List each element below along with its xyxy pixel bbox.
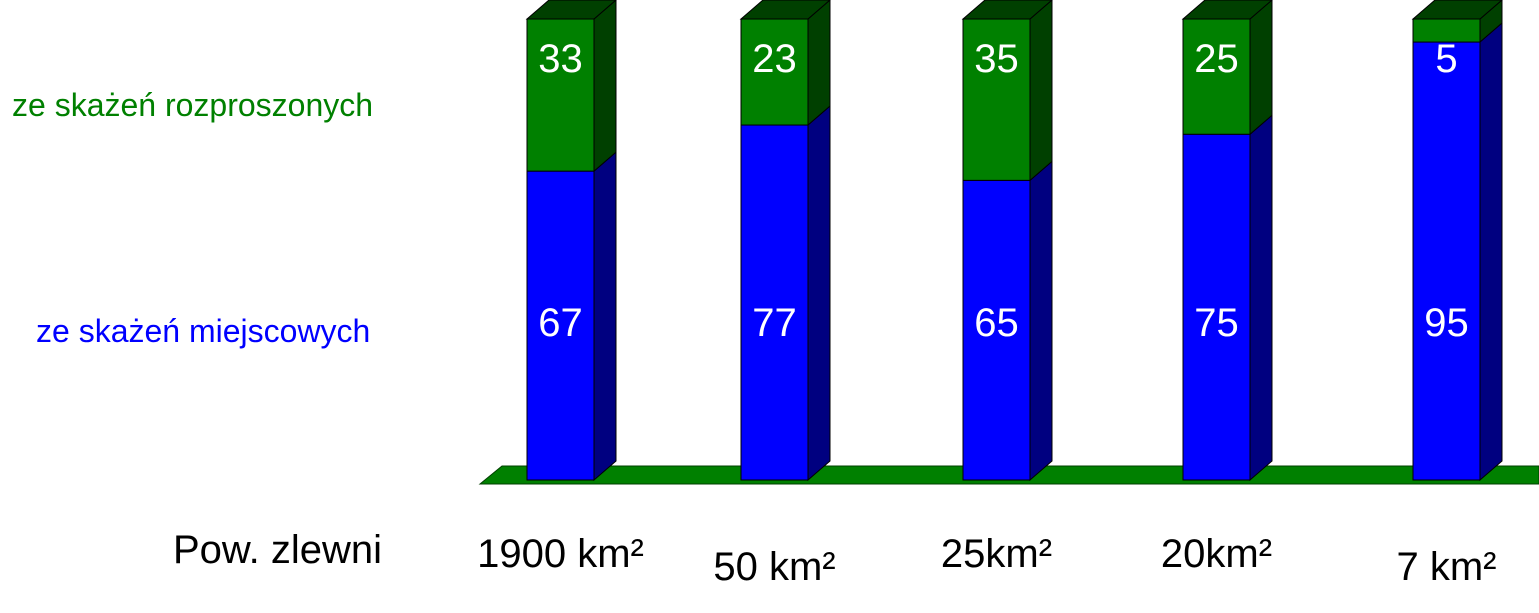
bar-segment [526, 151, 617, 482]
data-label: 95 [1424, 301, 1469, 345]
data-label: 35 [974, 37, 1019, 81]
bar-side [1479, 21, 1503, 482]
data-label: 75 [1194, 301, 1239, 345]
value-labels-group: 67 33 77 23 65 35 75 25 95 5 [538, 37, 1469, 345]
bar-side [1249, 114, 1273, 482]
bar-side [807, 104, 831, 482]
bar-segment [525, 0, 617, 173]
legend-label-miejscowych: ze skażeń miejscowych [36, 313, 371, 349]
bar-front [740, 18, 809, 126]
bar-segment [1412, 21, 1503, 482]
bar-front [740, 124, 809, 481]
bar-front [1182, 133, 1251, 481]
category-label: 50 km² [713, 545, 836, 589]
data-label: 23 [752, 37, 797, 81]
bar-front [962, 179, 1031, 481]
bar-side [1029, 160, 1053, 482]
category-label: 1900 km² [477, 532, 644, 576]
bar-front [1182, 18, 1251, 135]
bar-front [526, 170, 595, 481]
data-label: 25 [1194, 37, 1239, 81]
data-label: 5 [1435, 37, 1457, 81]
bar-side [807, 0, 831, 127]
bar-segment [1182, 114, 1273, 482]
category-label: 7 km² [1396, 545, 1497, 589]
bar-front [1412, 18, 1481, 43]
category-label: 25km² [940, 532, 1053, 576]
bar-front [526, 18, 595, 172]
bar-segment [1411, 0, 1503, 44]
category-label: 20km² [1160, 532, 1273, 576]
bar-front [1412, 41, 1481, 481]
bar-side [593, 0, 617, 173]
legend-label-rozproszonych: ze skażeń rozproszonych [12, 87, 374, 123]
bar-side [1249, 0, 1273, 136]
bar-side [1029, 0, 1053, 182]
x-axis-title: Pow. zlewni [173, 528, 382, 572]
bar-segment [962, 160, 1053, 482]
data-label: 65 [974, 301, 1019, 345]
bar-front [962, 18, 1031, 181]
data-label: 77 [752, 301, 797, 345]
bar-side [593, 151, 617, 482]
bar-segment [961, 0, 1053, 182]
bars-group [525, 0, 1503, 482]
bar-segment [739, 0, 831, 127]
bar-segment [1181, 0, 1273, 136]
data-label: 67 [538, 301, 583, 345]
data-label: 33 [538, 37, 583, 81]
bar-segment [740, 104, 831, 482]
